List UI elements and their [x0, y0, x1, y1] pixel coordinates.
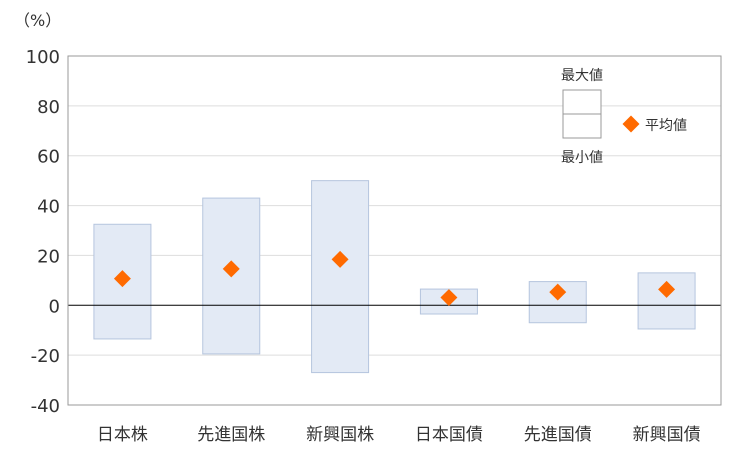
range-bar — [528, 281, 587, 324]
legend-min-label: 最小値 — [561, 150, 603, 166]
y-axis-ticks: -40 -20 0 20 40 60 80 100 — [26, 47, 60, 417]
y-tick-label: 80 — [37, 97, 60, 118]
average-marker — [549, 283, 567, 301]
x-axis-labels: 日本株 先進国株 新興国株 日本国債 先進国債 新興国債 — [97, 425, 701, 445]
y-tick-label: -40 — [31, 396, 60, 417]
y-tick-label: 40 — [37, 197, 60, 218]
y-tick-label: -20 — [31, 346, 60, 367]
x-tick-label: 日本株 — [97, 425, 148, 445]
grid-lines — [68, 105, 721, 356]
x-tick-label: 新興国株 — [306, 425, 374, 445]
x-tick-label: 先進国債 — [524, 425, 592, 445]
plot-frame — [67, 55, 722, 406]
average-marker — [222, 260, 240, 278]
average-marker — [658, 280, 676, 298]
y-tick-label: 20 — [37, 246, 60, 267]
y-unit-label: （%） — [14, 11, 61, 30]
x-tick-label: 新興国債 — [633, 425, 701, 445]
average-markers — [113, 250, 676, 307]
legend-average-label: 平均値 — [645, 118, 687, 134]
range-bars — [93, 180, 696, 374]
average-marker — [331, 250, 349, 268]
x-tick-label: 日本国債 — [415, 425, 483, 445]
average-marker — [440, 289, 458, 307]
legend-marker-icon — [622, 115, 640, 133]
y-tick-label: 100 — [26, 47, 60, 68]
legend-max-label: 最大値 — [561, 68, 603, 84]
range-bar — [311, 180, 370, 374]
legend: 最大値 最小値 平均値 — [561, 68, 687, 166]
y-tick-label: 0 — [49, 296, 60, 317]
x-tick-label: 先進国株 — [197, 425, 265, 445]
y-tick-label: 60 — [37, 147, 60, 168]
